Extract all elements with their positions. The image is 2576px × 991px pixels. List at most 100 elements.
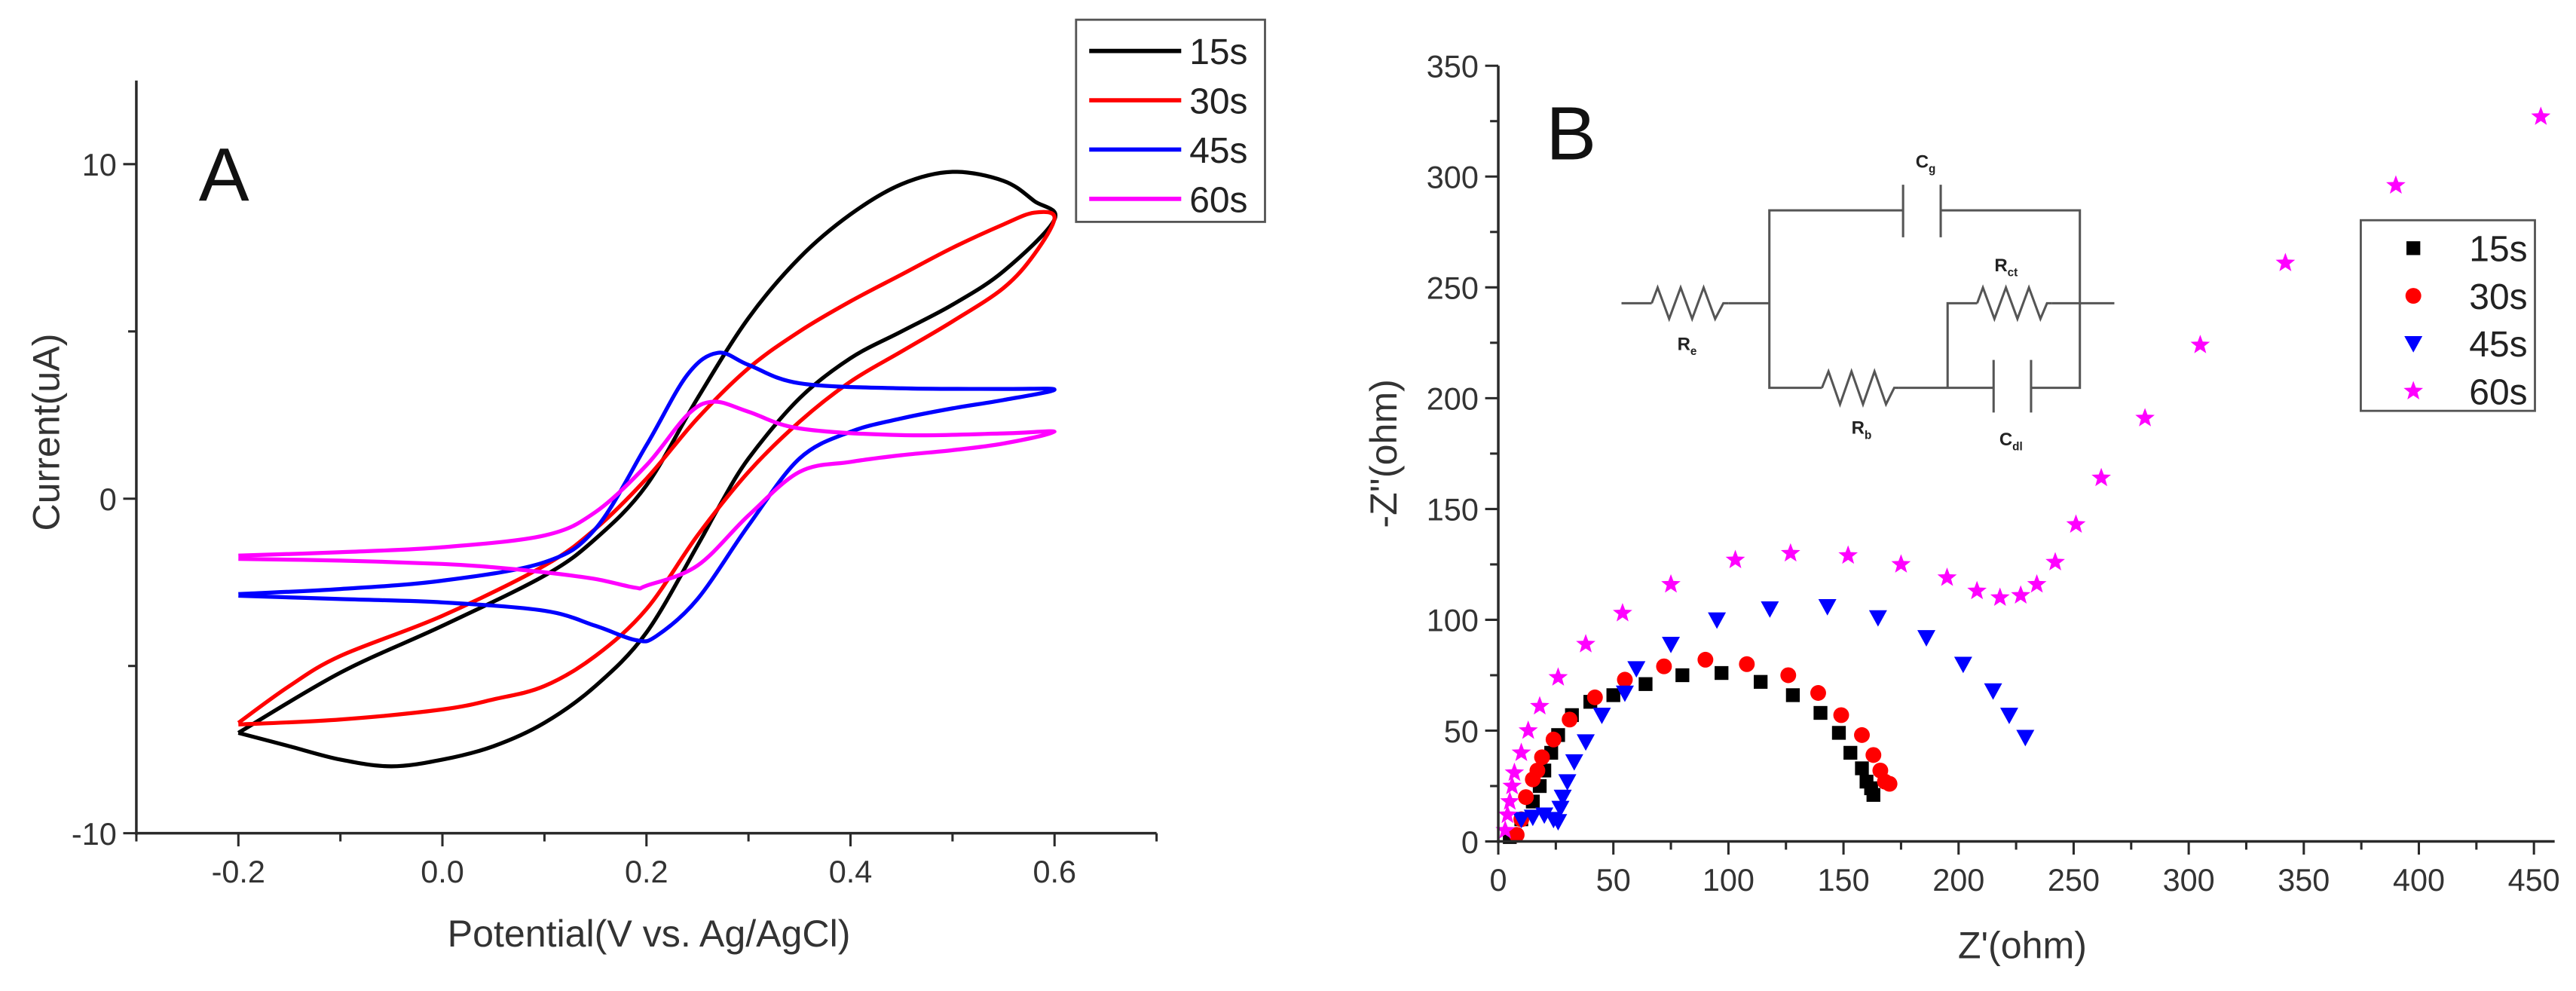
x-tick-label: 450 bbox=[2508, 863, 2560, 898]
data-point-45s bbox=[1577, 734, 1595, 751]
data-point-45s bbox=[1553, 789, 1572, 806]
x-tick-label: -0.2 bbox=[212, 855, 265, 889]
series-line-45s bbox=[238, 350, 1057, 644]
data-point-60s bbox=[2066, 514, 2086, 533]
legend-marker-30s bbox=[2405, 288, 2422, 304]
data-point-60s bbox=[2386, 175, 2406, 194]
data-point-45s bbox=[1868, 610, 1887, 627]
x-axis-title-b: Z'(ohm) bbox=[1958, 924, 2087, 966]
legend-marker-15s bbox=[2406, 241, 2421, 255]
data-point-45s bbox=[1535, 807, 1554, 824]
data-point-45s bbox=[1512, 812, 1531, 829]
data-point-30s bbox=[1508, 827, 1525, 843]
data-point-60s bbox=[1495, 820, 1516, 839]
x-tick-label: 0.0 bbox=[421, 855, 464, 889]
data-point-60s bbox=[1725, 549, 1745, 568]
panel-a-cyclic-voltammetry: A Potential(V vs. Ag/AgCl) Current(uA) -… bbox=[25, 18, 1266, 955]
data-point-60s bbox=[1498, 804, 1518, 824]
data-point-60s bbox=[2091, 467, 2111, 487]
data-point-45s bbox=[1999, 708, 2018, 724]
series-group-b bbox=[1495, 106, 2551, 844]
series-30s bbox=[1508, 651, 1898, 843]
data-point-60s bbox=[2045, 552, 2065, 570]
data-point-15s bbox=[1843, 745, 1858, 760]
data-point-15s bbox=[1813, 705, 1828, 720]
panel-label-b: B bbox=[1546, 92, 1596, 176]
data-point-60s bbox=[1838, 545, 1859, 564]
data-point-45s bbox=[1708, 612, 1727, 629]
data-point-45s bbox=[1558, 774, 1577, 791]
y-tick-label: 10 bbox=[82, 148, 117, 182]
data-point-30s bbox=[1780, 667, 1797, 684]
label-rct: Rct bbox=[1994, 255, 2018, 280]
data-point-60s bbox=[1661, 573, 1681, 593]
data-point-15s bbox=[1715, 665, 1729, 681]
data-point-60s bbox=[2027, 573, 2047, 593]
legend-label-45s: 45s bbox=[2469, 325, 2527, 365]
series-group-a bbox=[237, 170, 1058, 769]
legend-label-15s: 15s bbox=[2469, 230, 2527, 270]
data-point-60s bbox=[2135, 408, 2155, 427]
resistor-rct-icon bbox=[1976, 284, 2052, 323]
y-tick-label: 200 bbox=[1427, 382, 1479, 417]
data-point-45s bbox=[1984, 683, 2002, 700]
x-tick-label: 0.6 bbox=[1033, 855, 1076, 889]
legend-a: 15s 30s 45s 60s bbox=[1075, 18, 1266, 223]
x-tick-label: 0 bbox=[1490, 863, 1507, 898]
x-tick-label: 200 bbox=[1932, 863, 1984, 898]
label-cdl: Cdl bbox=[1999, 430, 2023, 454]
data-point-45s bbox=[1761, 601, 1779, 618]
data-point-60s bbox=[1504, 762, 1525, 781]
legend-label-30s: 30s bbox=[1189, 81, 1247, 121]
data-point-60s bbox=[1990, 587, 2010, 606]
data-point-60s bbox=[1530, 696, 1550, 715]
data-point-60s bbox=[1967, 580, 1987, 600]
data-point-30s bbox=[1534, 749, 1550, 766]
legend-marker-45s bbox=[2404, 335, 2423, 353]
data-point-30s bbox=[1529, 762, 1546, 778]
data-point-15s bbox=[1855, 761, 1869, 775]
data-point-15s bbox=[1753, 674, 1768, 689]
data-point-30s bbox=[1617, 671, 1633, 688]
data-point-60s bbox=[1511, 742, 1531, 761]
data-point-15s bbox=[1866, 788, 1880, 802]
series-line-30s bbox=[237, 210, 1057, 726]
data-point-45s bbox=[1615, 685, 1634, 702]
x-axis-title-a: Potential(V vs. Ag/AgCl) bbox=[448, 913, 851, 955]
y-tick-label: 250 bbox=[1427, 271, 1479, 306]
data-point-30s bbox=[1833, 707, 1849, 723]
data-point-30s bbox=[1810, 685, 1826, 701]
x-tick-label: 0.2 bbox=[625, 855, 668, 889]
data-point-45s bbox=[1627, 661, 1646, 678]
label-re: Re bbox=[1678, 334, 1697, 358]
data-point-60s bbox=[2190, 335, 2210, 353]
x-tick-label: 50 bbox=[1596, 863, 1631, 898]
panel-b-nyquist-plot: B Z'(ohm) -Z''(ohm) Cg Rct Re Rb Cdl 0 50… bbox=[1363, 49, 2560, 966]
data-point-15s bbox=[1606, 688, 1620, 702]
x-tick-label: 150 bbox=[1818, 863, 1870, 898]
x-tick-label: 100 bbox=[1703, 863, 1755, 898]
panel-label-a: A bbox=[199, 133, 249, 217]
legend-b: 15s 30s 45s 60s bbox=[2360, 219, 2536, 412]
data-point-45s bbox=[1592, 708, 1611, 724]
circuit-wire-rct-branch bbox=[1946, 301, 1978, 388]
data-point-30s bbox=[1518, 789, 1534, 806]
axis-ticks-b: 0 50 100 150 200 250 300 350 400 450 0 50 100 150 200 2… bbox=[1427, 49, 2560, 897]
data-point-60s bbox=[2275, 252, 2296, 271]
data-point-15s bbox=[1675, 668, 1690, 683]
data-point-30s bbox=[1656, 658, 1672, 674]
y-tick-label: -10 bbox=[72, 817, 117, 852]
data-point-15s bbox=[1785, 688, 1800, 702]
data-point-60s bbox=[1500, 791, 1520, 810]
data-point-30s bbox=[1545, 731, 1562, 748]
data-point-45s bbox=[1818, 599, 1837, 616]
data-point-30s bbox=[1854, 726, 1870, 743]
legend-label-60s: 60s bbox=[2469, 372, 2527, 412]
data-point-30s bbox=[1586, 689, 1603, 705]
x-tick-label: 400 bbox=[2393, 863, 2445, 898]
data-point-45s bbox=[1953, 656, 1972, 674]
series-line-15s bbox=[237, 170, 1058, 769]
resistor-re-icon bbox=[1651, 284, 1729, 323]
equivalent-circuit-inset: Cg Rct Re Rb Cdl bbox=[1621, 151, 2115, 454]
